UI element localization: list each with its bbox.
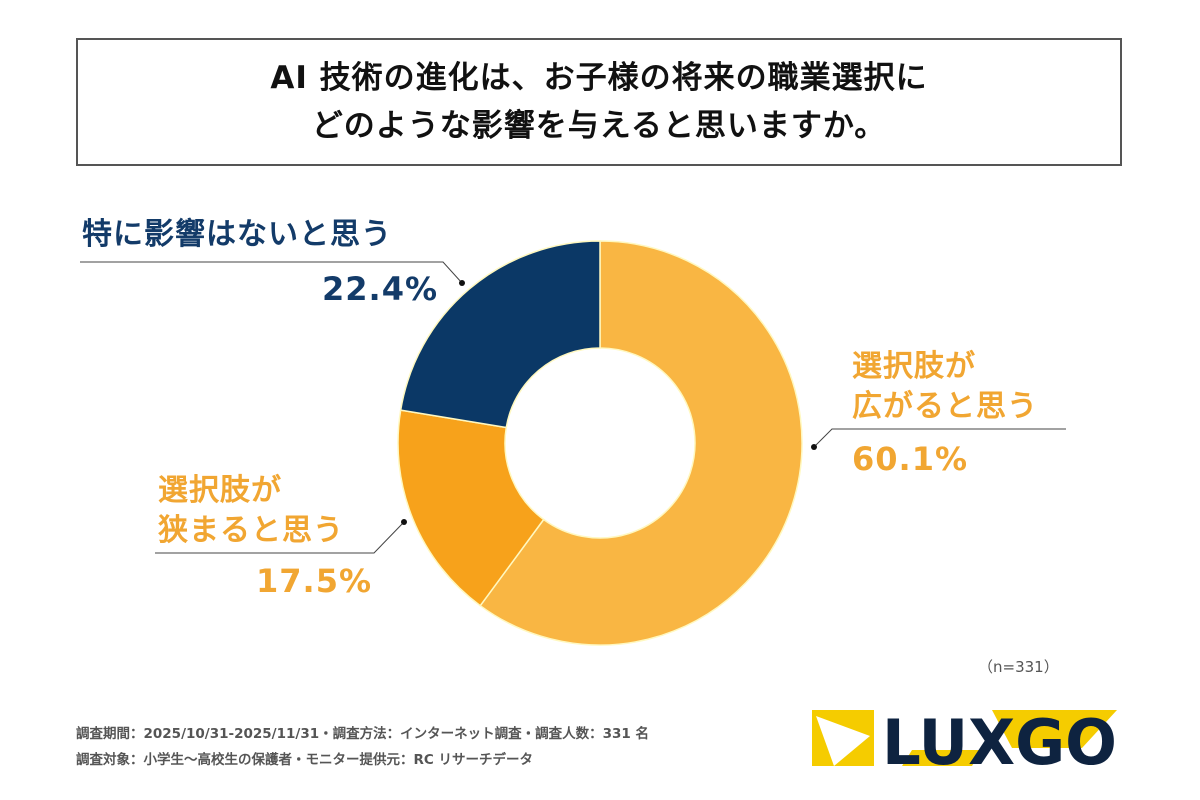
slice-wider	[479, 240, 803, 646]
label-no-effect: 特に影響はないと思う	[82, 217, 392, 252]
label-narrower-line1: 選択肢が	[158, 473, 282, 508]
svg-text:LUXGO: LUXGO	[882, 708, 1117, 768]
label-wider-line2: 広がると思う	[852, 389, 1038, 424]
label-narrower-line2: 狭まると思う	[158, 513, 344, 548]
leader-line-narrower	[155, 521, 405, 554]
sample-size-note: （n=331）	[978, 658, 1059, 676]
title-box: AI 技術の進化は、お子様の将来の職業選択に どのような影響を与えると思いますか…	[76, 38, 1122, 166]
slice-no-effect	[399, 240, 601, 429]
title-line-2: どのような影響を与えると思いますか。	[311, 108, 887, 144]
leader-line-wider	[813, 428, 1066, 448]
value-wider: 60.1%	[852, 440, 969, 478]
footer-line-1: 調査期間：2025/10/31-2025/11/31・調査方法：インターネット調…	[76, 726, 649, 742]
value-no-effect: 22.4%	[322, 270, 439, 308]
value-narrower: 17.5%	[256, 562, 373, 600]
leader-line-no-effect	[80, 261, 463, 284]
leader-dot-wider	[811, 444, 817, 450]
slice-narrower	[397, 409, 545, 607]
leader-dot-no-effect	[459, 280, 465, 286]
luxgo-logo: LUXGO	[812, 708, 1117, 768]
leader-dot-narrower	[401, 519, 407, 525]
footer-line-2: 調査対象：小学生〜高校生の保護者・モニター提供元：RC リサーチデータ	[76, 752, 534, 768]
title-line-1: AI 技術の進化は、お子様の将来の職業選択に	[270, 60, 928, 96]
label-wider-line1: 選択肢が	[852, 349, 976, 384]
